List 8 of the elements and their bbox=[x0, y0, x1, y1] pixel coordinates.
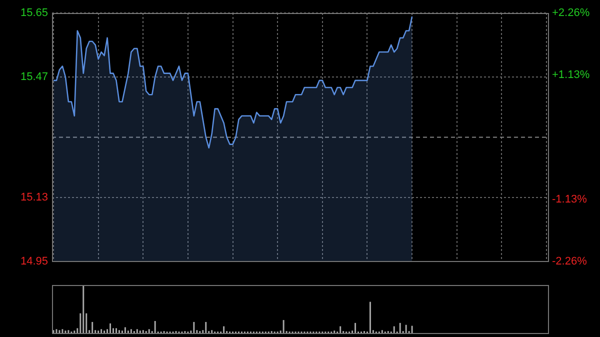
y-tick-label: 15.47 bbox=[20, 70, 48, 83]
y2-tick-label: +2.26% bbox=[552, 7, 590, 20]
y-tick-label: 15.13 bbox=[20, 192, 48, 204]
y2-tick-label: +1.13% bbox=[552, 69, 590, 82]
y2-tick-label: -2.26% bbox=[552, 255, 588, 268]
y2-tick-label: -1.13% bbox=[552, 193, 588, 206]
y-tick-label: 14.95 bbox=[20, 255, 48, 268]
y-tick-label: 15.65 bbox=[20, 7, 48, 20]
